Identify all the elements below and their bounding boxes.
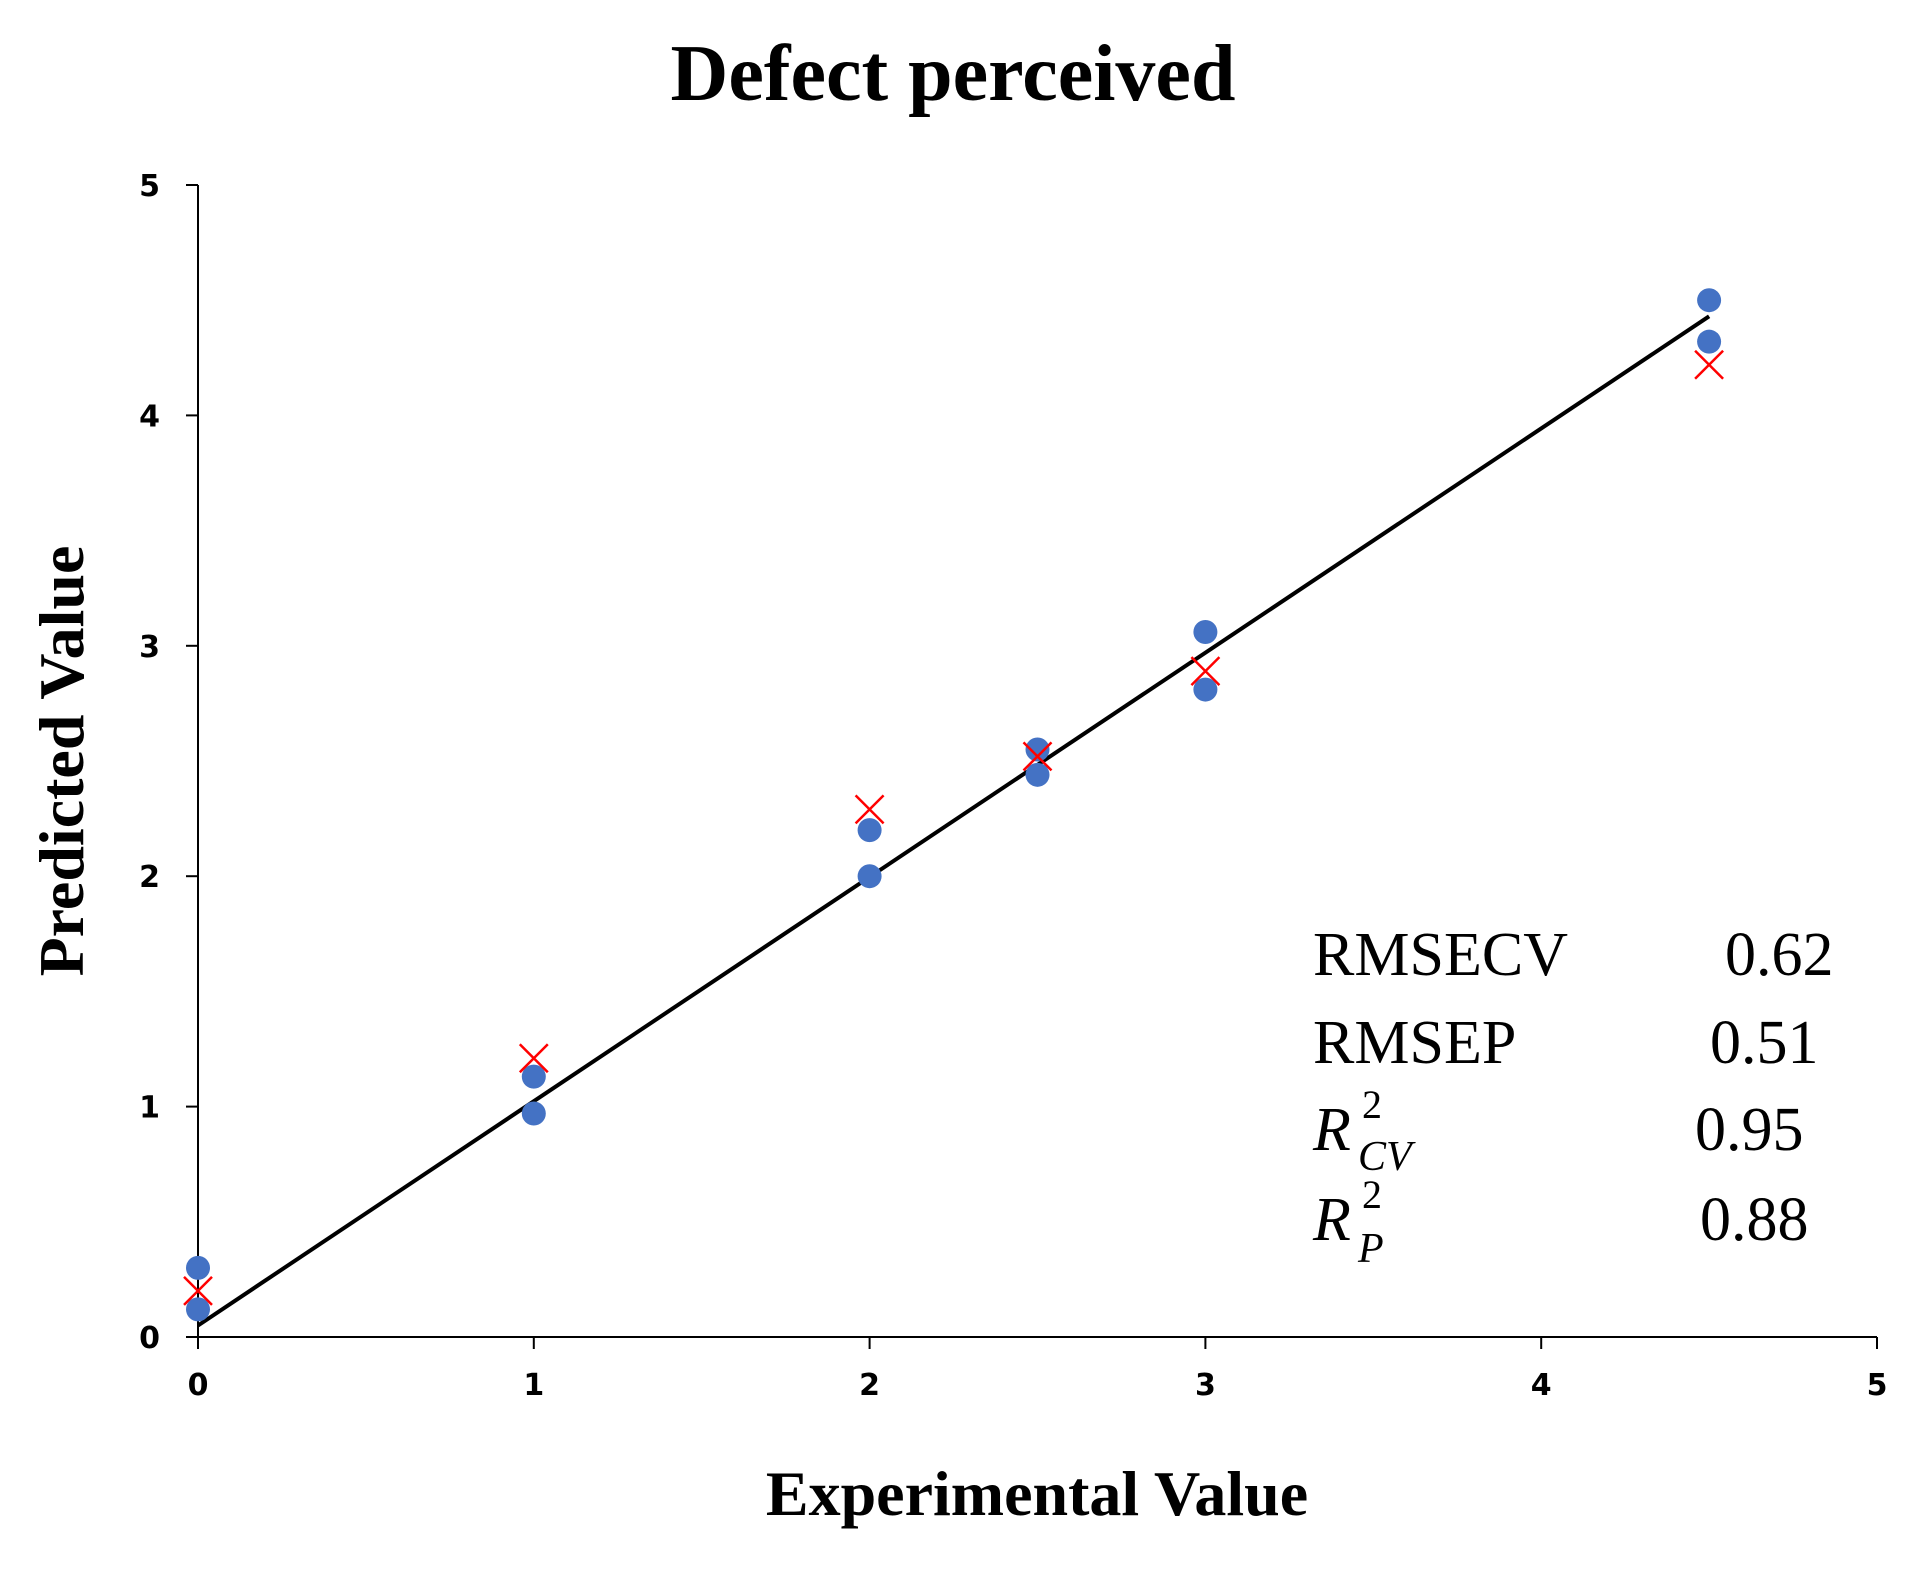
stat-label-r2p: R 2 P <box>1312 1172 1384 1272</box>
validation-point-stroke <box>1022 741 1053 772</box>
calibration-point <box>521 1101 546 1126</box>
validation-point <box>1694 349 1724 380</box>
validation-point <box>1022 741 1053 772</box>
validation-point-stroke <box>854 794 885 825</box>
x-tick-label: 2 <box>859 1368 880 1403</box>
r2p-base: R <box>1312 1186 1351 1254</box>
y-tick-label: 4 <box>139 399 160 434</box>
chart-title: Defect perceived <box>671 30 1236 118</box>
r2cv-subscript: CV <box>1358 1134 1416 1180</box>
r2p-subscript: P <box>1357 1226 1384 1272</box>
validation-point-stroke <box>1694 349 1724 380</box>
y-tick-label: 5 <box>139 169 160 204</box>
stat-label-rmsecv: RMSECV <box>1313 921 1568 989</box>
axes <box>197 185 1877 1338</box>
validation-point-stroke <box>183 1276 213 1306</box>
r2cv-superscript: 2 <box>1362 1082 1382 1127</box>
validation-point <box>518 1043 549 1074</box>
x-tick-label: 4 <box>1531 1368 1552 1403</box>
stat-value-r2cv: 0.95 <box>1695 1096 1804 1164</box>
stat-value-r2p: 0.88 <box>1700 1186 1809 1254</box>
ticks: 0 1 2 3 4 5 0 1 2 3 4 5 <box>139 169 1887 1403</box>
y-tick-label: 3 <box>139 630 160 665</box>
regression-line <box>196 314 1711 1328</box>
calibration-point <box>521 1064 546 1089</box>
y-axis-label: Predicted Value <box>26 546 97 977</box>
stat-label-rmsep: RMSEP <box>1313 1009 1516 1077</box>
validation-point <box>183 1276 213 1306</box>
y-tick-label: 2 <box>139 860 160 895</box>
points <box>183 288 1724 1322</box>
validation-point-stroke <box>1190 656 1221 687</box>
stat-value-rmsep: 0.51 <box>1710 1009 1819 1077</box>
calibration-point <box>1697 329 1722 354</box>
x-tick-label: 1 <box>523 1368 544 1403</box>
calibration-point <box>857 864 882 889</box>
calibration-point <box>186 1255 210 1280</box>
stat-value-rmsecv: 0.62 <box>1725 921 1834 989</box>
statistics-box: RMSECV 0.62 RMSEP 0.51 R 2 CV 0.95 R 2 P… <box>1312 921 1834 1272</box>
x-tick-label: 0 <box>188 1368 209 1403</box>
r2cv-base: R <box>1312 1096 1351 1164</box>
stat-label-r2cv: R 2 CV <box>1312 1082 1416 1180</box>
calibration-point <box>186 1297 210 1322</box>
x-axis-label: Experimental Value <box>766 1458 1308 1529</box>
validation-point <box>1190 656 1221 687</box>
calibration-point <box>1025 762 1050 787</box>
calibration-point <box>1025 737 1050 762</box>
calibration-point <box>857 818 882 843</box>
x-tick-label: 3 <box>1195 1368 1216 1403</box>
y-tick-label: 0 <box>139 1321 160 1356</box>
r2p-superscript: 2 <box>1362 1172 1382 1217</box>
validation-point-stroke <box>518 1043 549 1074</box>
x-tick-label: 5 <box>1867 1368 1888 1403</box>
fit-line-group <box>196 314 1711 1328</box>
calibration-point <box>1193 677 1218 702</box>
y-tick-label: 1 <box>139 1091 160 1126</box>
validation-point <box>854 794 885 825</box>
calibration-point <box>1697 288 1722 313</box>
calibration-point <box>1193 619 1218 644</box>
